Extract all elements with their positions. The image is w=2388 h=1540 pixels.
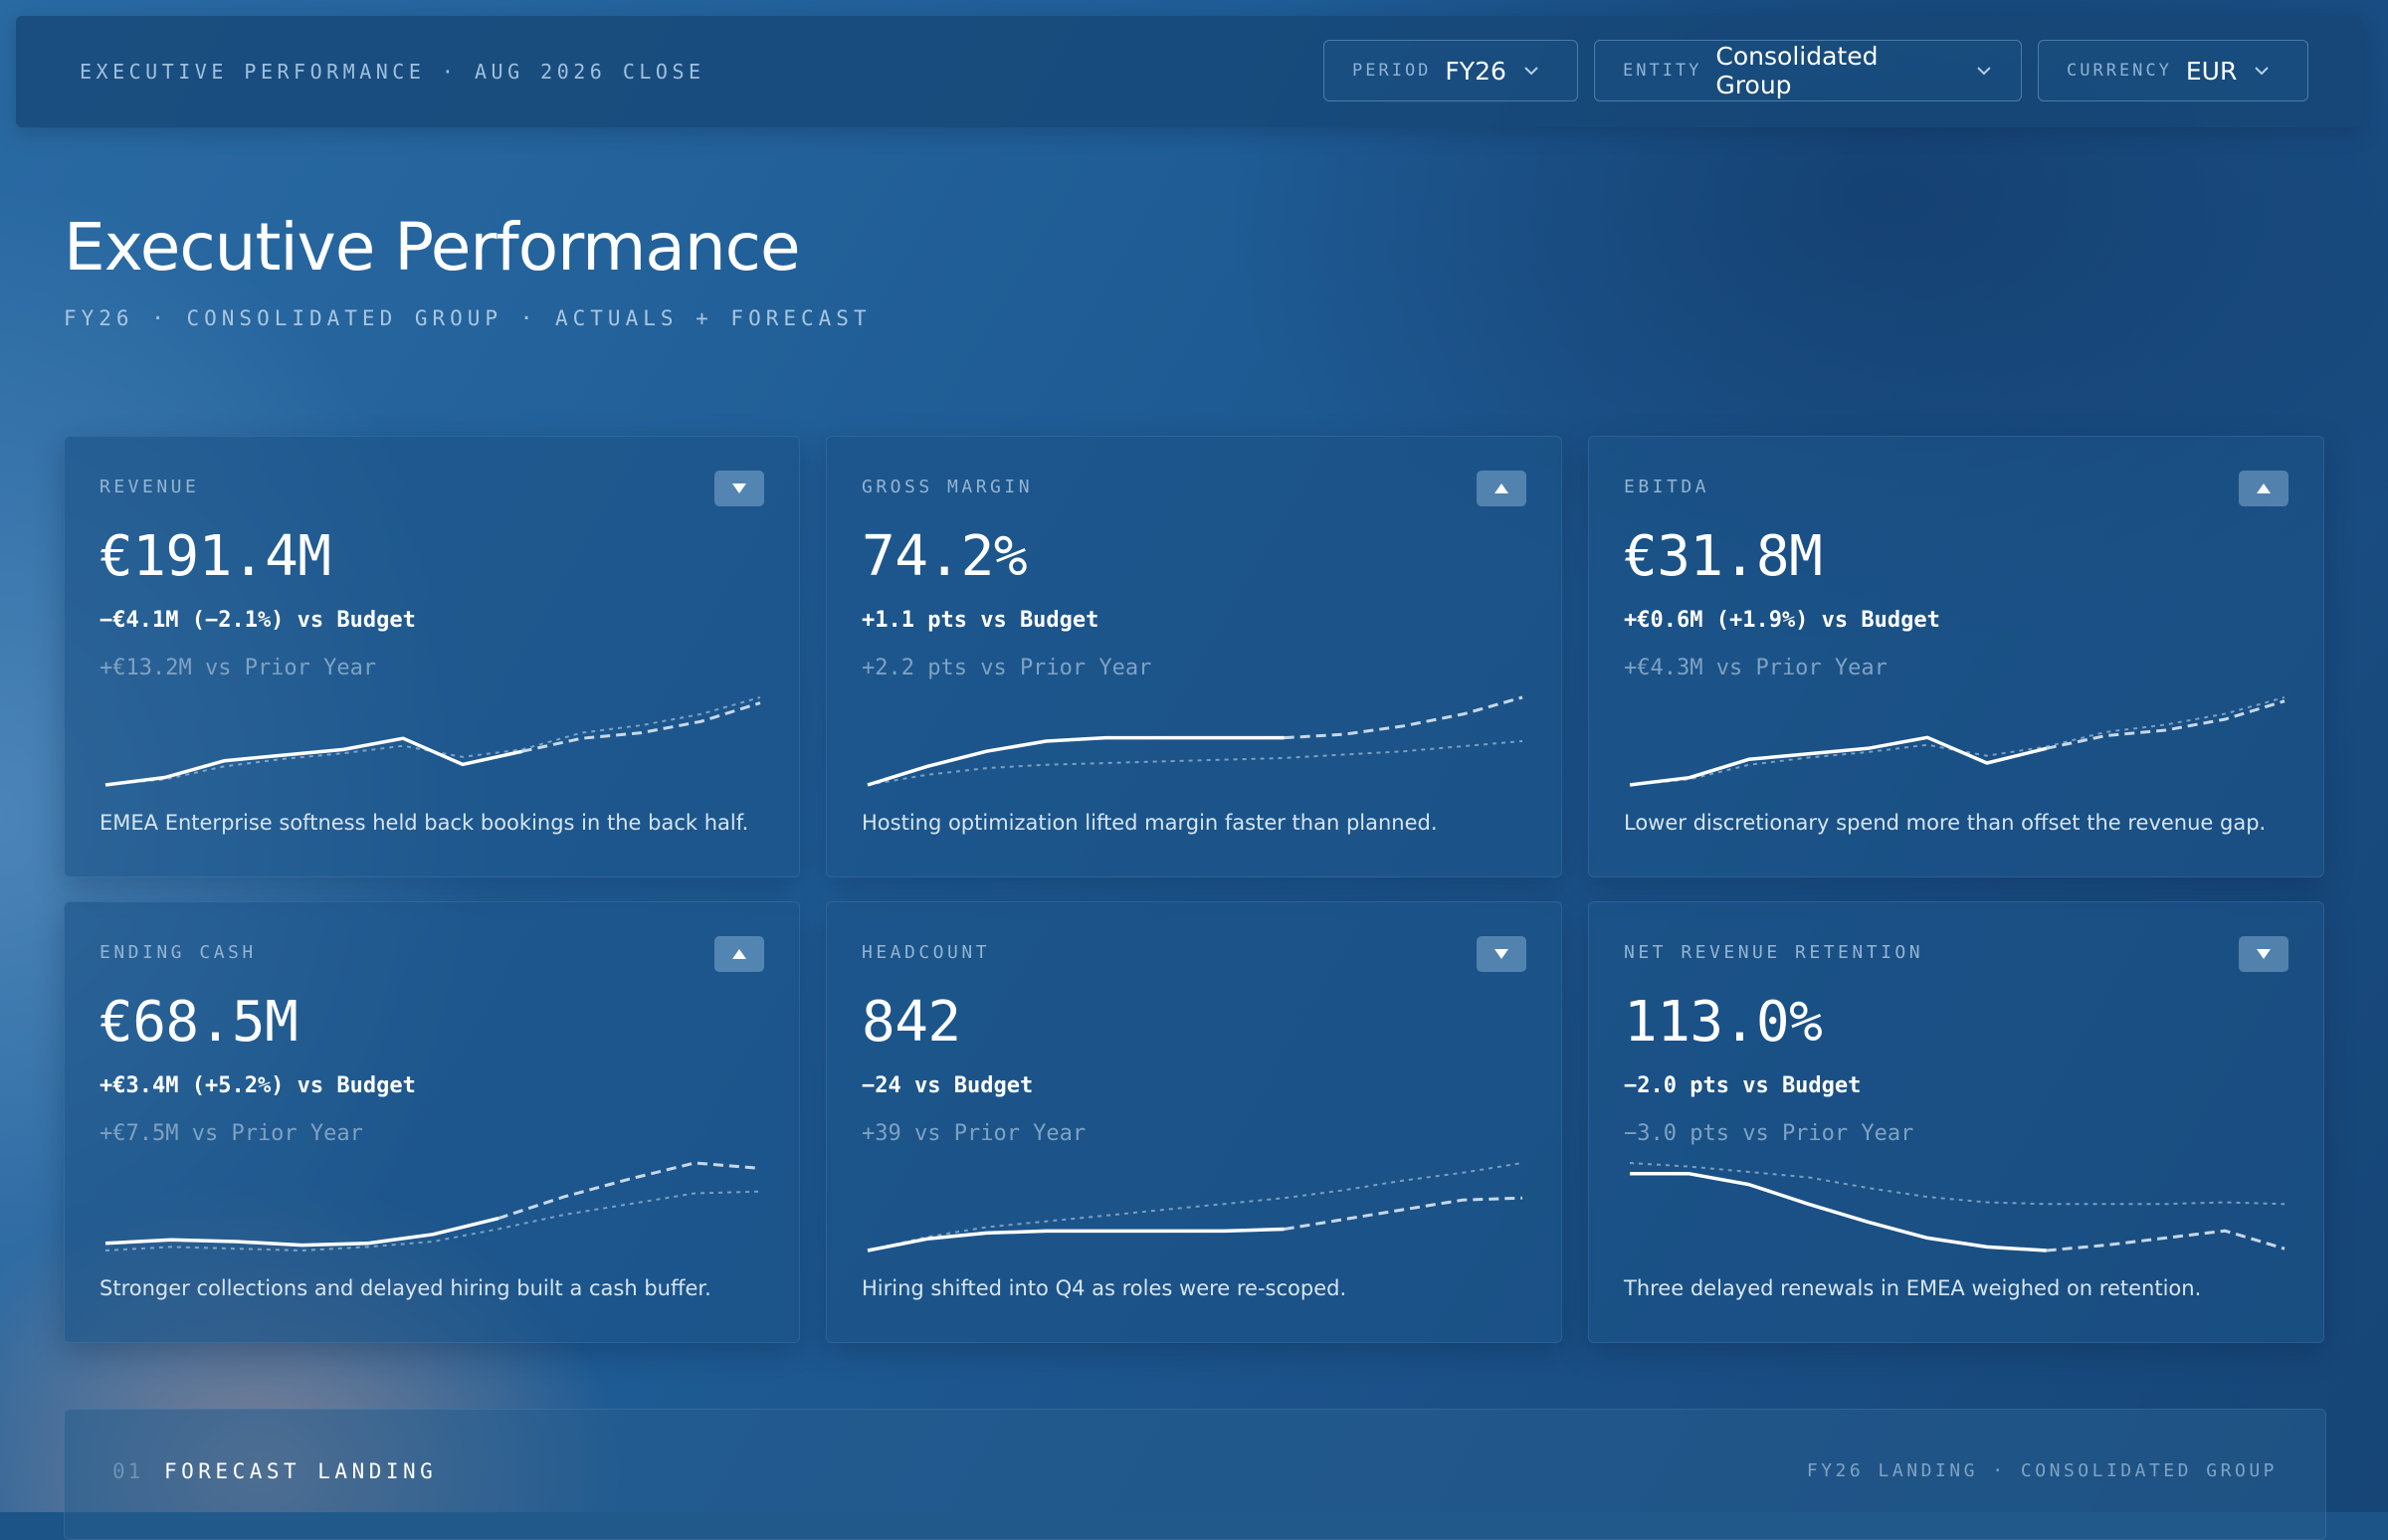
chevron-down-icon [2255, 67, 2270, 76]
section-context: FY26 LANDING · CONSOLIDATED GROUP [1806, 1460, 2278, 1481]
period-selector-value: FY26 [1445, 56, 1506, 86]
headcount-label: HEADCOUNT [862, 942, 991, 963]
revenue-sparkline [104, 696, 761, 787]
triangle-down-icon [1494, 949, 1508, 959]
headcount-trend-badge [1477, 936, 1526, 972]
gross-margin-value: 74.2% [862, 524, 1028, 589]
revenue-budget-line [104, 696, 761, 786]
net-revenue-retention-value: 113.0% [1624, 990, 1823, 1055]
top-bar: EXECUTIVE PERFORMANCE · AUG 2026 CLOSE P… [16, 16, 2362, 127]
currency-selector-label: CURRENCY [2067, 61, 2172, 81]
ebitda-budget-line [1629, 696, 2286, 786]
revenue-note: EMEA Enterprise softness held back booki… [100, 811, 749, 835]
gross-margin-trend-badge [1477, 471, 1526, 506]
headcount-sparkline [867, 1162, 1523, 1252]
net-revenue-retention-sparkline [1629, 1162, 2286, 1252]
gross-margin-vs-budget: +1.1 pts vs Budget [862, 608, 1099, 633]
revenue-vs-prior-year: +€13.2M vs Prior Year [100, 656, 377, 680]
page-title: Executive Performance [64, 209, 801, 286]
ebitda-sparkline [1629, 696, 2286, 787]
entity-selector-value: Consolidated Group [1715, 42, 1879, 99]
period-selector[interactable]: PERIOD FY26 [1323, 40, 1578, 101]
net-revenue-retention-budget-line [1629, 1162, 2286, 1206]
revenue-vs-budget: −€4.1M (−2.1%) vs Budget [100, 608, 416, 633]
ebitda-value: €31.8M [1624, 524, 1823, 589]
entity-selector-label: ENTITY [1623, 61, 1702, 81]
revenue-value: €191.4M [100, 524, 331, 589]
gross-margin-note: Hosting optimization lifted margin faste… [862, 811, 1438, 835]
ending-cash-note: Stronger collections and delayed hiring … [100, 1276, 711, 1300]
triangle-up-icon [1494, 483, 1508, 493]
kpi-card-ebitda[interactable]: EBITDA €31.8M +€0.6M (+1.9%) vs Budget +€4.… [1588, 436, 2324, 877]
triangle-up-icon [732, 949, 746, 959]
chevron-down-icon [1524, 67, 1538, 76]
triangle-up-icon [2257, 483, 2271, 493]
page-subtitle: FY26 · CONSOLIDATED GROUP · ACTUALS + FO… [64, 306, 872, 330]
entity-selector[interactable]: ENTITY Consolidated Group [1594, 40, 2022, 101]
headcount-forecast-line [1284, 1196, 1523, 1231]
ebitda-label: EBITDA [1624, 477, 1710, 497]
headcount-actual-line [867, 1227, 1285, 1252]
gross-margin-actual-line [867, 735, 1285, 787]
ebitda-actual-line [1629, 735, 2048, 787]
headcount-value: 842 [862, 990, 961, 1055]
currency-selector[interactable]: CURRENCY EUR [2038, 40, 2308, 101]
ebitda-trend-badge [2239, 471, 2288, 506]
triangle-down-icon [2257, 949, 2271, 959]
gross-margin-budget-line [867, 740, 1523, 786]
headcount-vs-budget: −24 vs Budget [862, 1073, 1034, 1098]
ending-cash-budget-line [104, 1190, 761, 1252]
kpi-card-gross-margin[interactable]: GROSS MARGIN 74.2% +1.1 pts vs Budget +2.2 … [826, 436, 1562, 877]
topbar-title: EXECUTIVE PERFORMANCE · AUG 2026 CLOSE [80, 60, 705, 84]
net-revenue-retention-actual-line [1630, 1172, 2047, 1252]
kpi-card-ending-cash[interactable]: ENDING CASH €68.5M +€3.4M (+5.2%) vs Budge… [64, 901, 800, 1343]
kpi-card-headcount[interactable]: HEADCOUNT 842 −24 vs Budget +39 vs Prior Ye… [826, 901, 1562, 1343]
section-number: 01 [112, 1459, 144, 1483]
section-title: FORECAST LANDING [164, 1459, 438, 1483]
gross-margin-label: GROSS MARGIN [862, 477, 1034, 497]
kpi-card-net-revenue-retention[interactable]: NET REVENUE RETENTION 113.0% −2.0 pts vs B… [1588, 901, 2324, 1343]
currency-selector-value: EUR [2185, 56, 2238, 86]
ebitda-forecast-line [2046, 699, 2286, 750]
ending-cash-value: €68.5M [100, 990, 298, 1055]
net-revenue-retention-vs-prior-year: −3.0 pts vs Prior Year [1624, 1121, 1914, 1146]
gross-margin-sparkline [867, 695, 1523, 787]
revenue-actual-line [104, 736, 523, 787]
ebitda-note: Lower discretionary spend more than offs… [1624, 811, 2267, 835]
headcount-vs-prior-year: +39 vs Prior Year [862, 1121, 1087, 1146]
period-selector-label: PERIOD [1352, 61, 1432, 81]
net-revenue-retention-vs-budget: −2.0 pts vs Budget [1624, 1073, 1862, 1098]
ending-cash-vs-prior-year: +€7.5M vs Prior Year [100, 1121, 363, 1146]
ebitda-vs-prior-year: +€4.3M vs Prior Year [1624, 656, 1888, 680]
forecast-landing-panel: 01 FORECAST LANDING FY26 LANDING · CONSO… [64, 1409, 2326, 1540]
ending-cash-sparkline [104, 1161, 761, 1252]
ending-cash-label: ENDING CASH [100, 942, 257, 963]
ending-cash-trend-badge [714, 936, 764, 972]
chevron-down-icon [1977, 67, 1991, 76]
net-revenue-retention-trend-badge [2239, 936, 2288, 972]
net-revenue-retention-label: NET REVENUE RETENTION [1624, 942, 1924, 963]
ending-cash-vs-budget: +€3.4M (+5.2%) vs Budget [100, 1073, 416, 1098]
net-revenue-retention-note: Three delayed renewals in EMEA weighed o… [1624, 1276, 2202, 1300]
revenue-trend-badge [714, 471, 764, 506]
gross-margin-vs-prior-year: +2.2 pts vs Prior Year [862, 656, 1152, 680]
revenue-label: REVENUE [100, 477, 200, 497]
headcount-budget-line [867, 1162, 1523, 1251]
net-revenue-retention-forecast-line [2046, 1229, 2286, 1252]
triangle-down-icon [732, 483, 746, 493]
kpi-card-revenue[interactable]: REVENUE €191.4M −€4.1M (−2.1%) vs Budget +€… [64, 436, 800, 877]
gross-margin-forecast-line [1284, 695, 1523, 740]
revenue-forecast-line [521, 701, 761, 753]
ebitda-vs-budget: +€0.6M (+1.9%) vs Budget [1624, 608, 1940, 633]
headcount-note: Hiring shifted into Q4 as roles were re-… [862, 1276, 1347, 1300]
ending-cash-actual-line [104, 1217, 499, 1248]
ending-cash-forecast-line [498, 1161, 761, 1221]
